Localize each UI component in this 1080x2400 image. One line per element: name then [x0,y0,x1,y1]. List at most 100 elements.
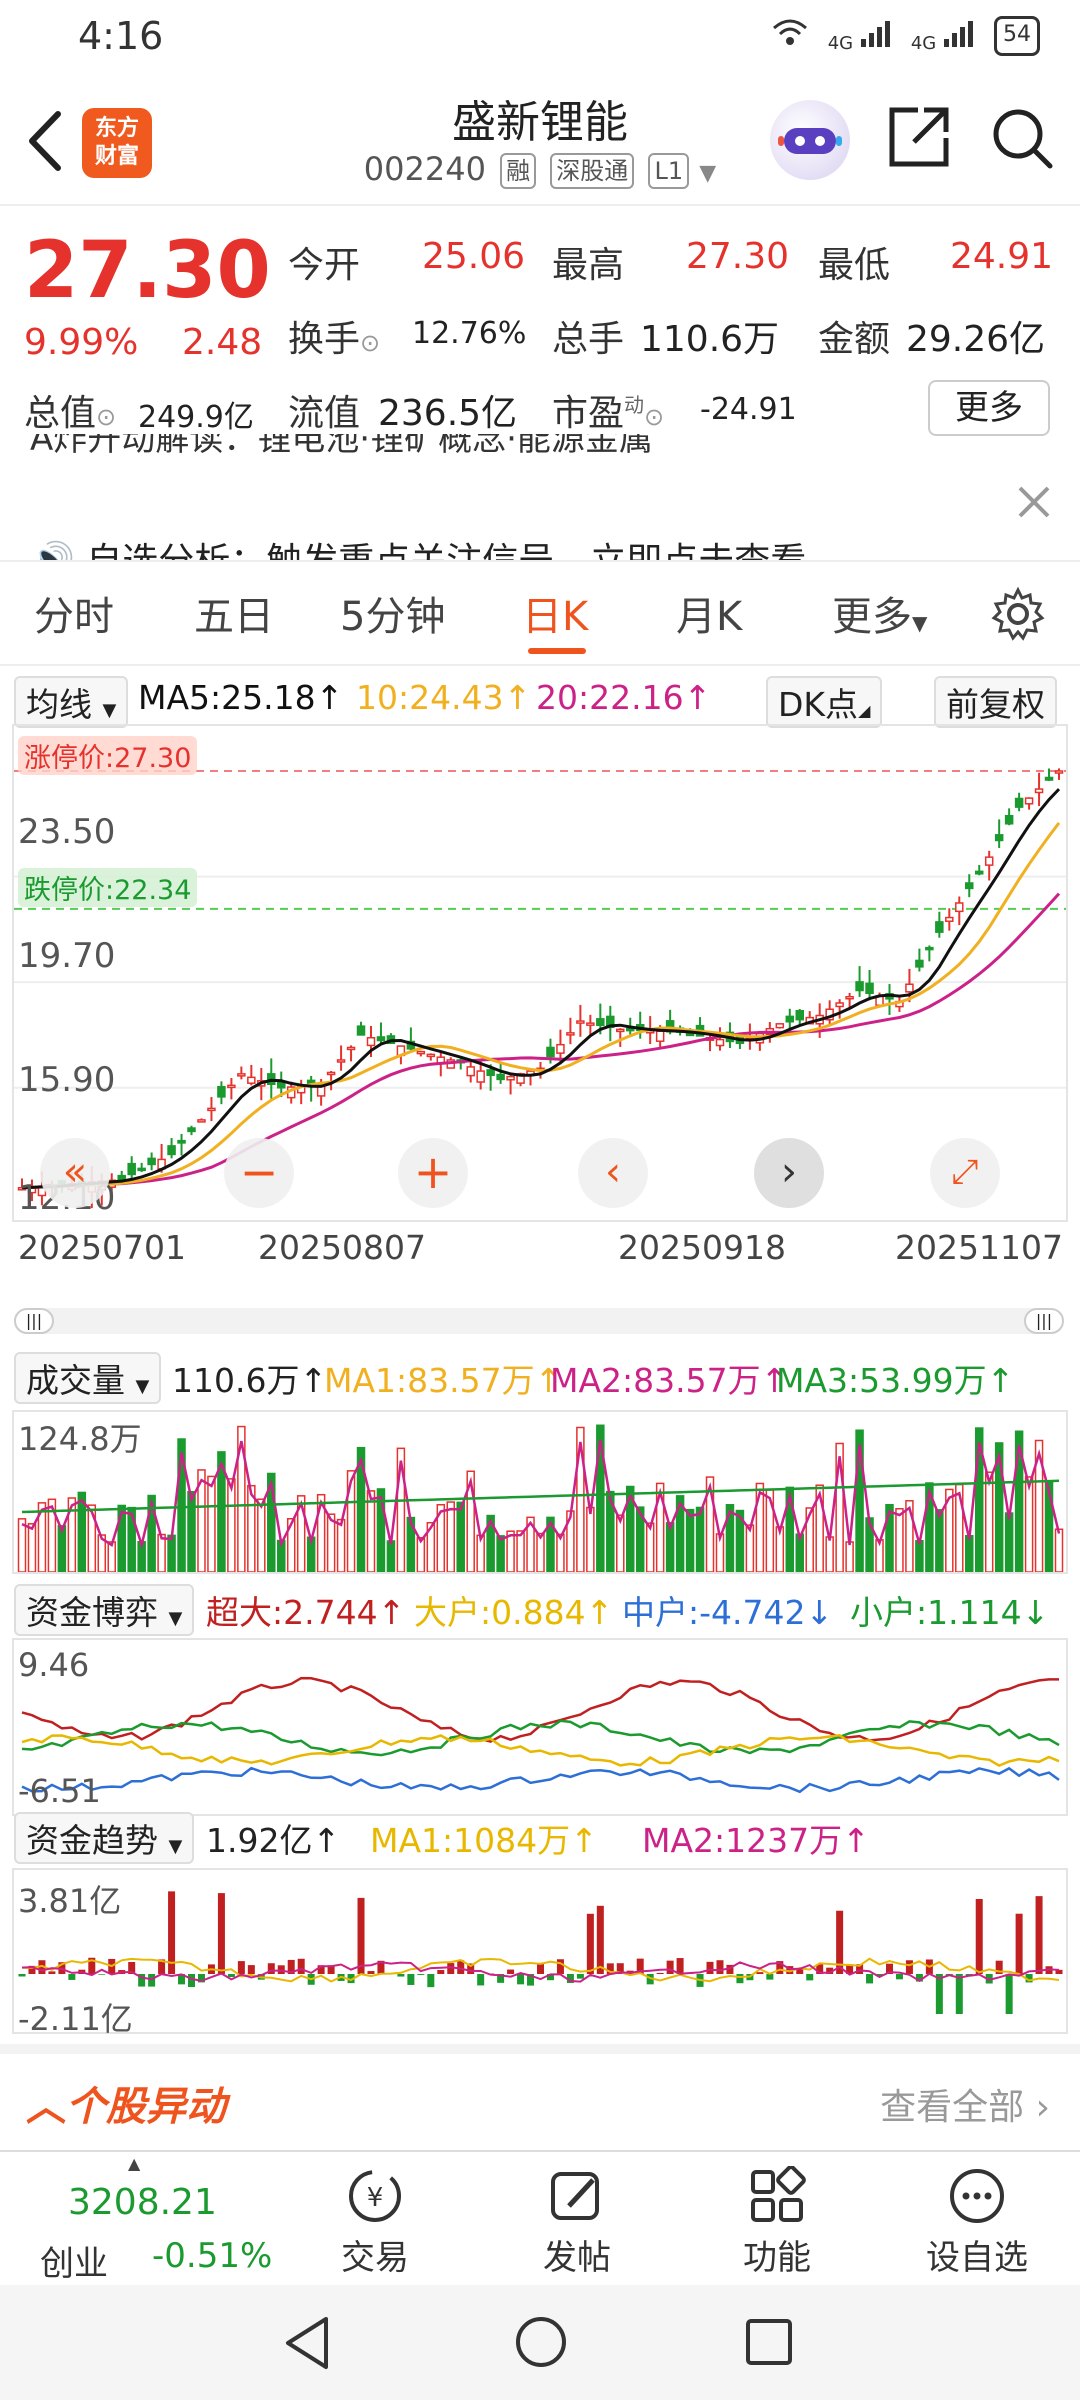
fund-trend-bar [88,1957,96,1974]
view-all-link[interactable]: 查看全部 › [880,2087,1050,2128]
volume-bar [67,1497,77,1572]
change-amount: 2.48 [182,322,263,363]
volume-bar [496,1535,505,1572]
scroll-left-icon[interactable]: ‹ [578,1138,648,1208]
volume-bar [17,1518,27,1572]
assistant-avatar-icon[interactable] [770,100,850,180]
fund-trend-ma1: MA1:1084万↑ [370,1821,598,1860]
candle [566,1017,575,1045]
tab-daily-k[interactable]: 日K [522,594,589,640]
fullscreen-icon[interactable]: ⤢ [930,1138,1000,1208]
eastmoney-logo[interactable]: 东方 财富 [82,108,152,178]
candle [197,1118,206,1123]
caret-down-icon[interactable]: ▼ [699,161,717,186]
tab-five-day[interactable]: 五日 [194,594,274,640]
fund-trend-bar [596,1905,604,1974]
info-icon[interactable]: ⊙ [96,403,117,431]
high-label: 最高 [552,245,625,286]
fund-trend-bar [377,1960,385,1974]
info-icon[interactable]: ⊙ [644,403,665,431]
volume-bar [217,1451,226,1572]
chart-range-scrollbar[interactable]: ||| ||| [14,1308,1064,1334]
fund-trend-bar [885,1963,893,1974]
volume-bar [296,1495,306,1572]
fund-trend-bar [497,1974,505,1983]
fund-game-select[interactable]: 资金博弈 ▼ [14,1584,195,1636]
nav-back-icon[interactable] [282,2315,332,2375]
adjust-button[interactable]: 前复权 [934,676,1057,728]
abnormal-section[interactable]: ︿个股异动 查看全部 › [0,2044,1080,2140]
fund-trend-bar [457,1960,465,1974]
candle [865,969,874,1001]
vol-ma1: MA1:83.57万↑ [324,1361,563,1400]
fund-trend-bar [327,1965,335,1974]
fund-trend-bar [646,1974,654,1985]
level-tag[interactable]: L1 [648,153,690,189]
fund-trend-select[interactable]: 资金趋势 ▼ [14,1812,195,1864]
ma-select[interactable]: 均线 ▼ [14,676,129,728]
notice-line-2[interactable]: 🔊 自选分析：触发重点关注信号，立即点击查看 [30,536,1030,560]
candle [945,908,954,931]
tab-monthly-k[interactable]: 月K [676,594,743,640]
zoom-in-icon[interactable]: + [398,1138,468,1208]
volume-chart[interactable]: 124.8万 [12,1410,1068,1574]
limit-up-label: 涨停价:27.30 [18,736,198,775]
share-icon[interactable] [884,104,952,176]
candle [576,1004,585,1037]
search-icon[interactable] [988,104,1056,176]
high-value: 27.30 [686,236,790,277]
close-icon[interactable] [1016,484,1052,524]
nav-trade[interactable]: ¥ 交易 [310,2166,440,2279]
candle [237,1066,246,1080]
scroll-left-fast-icon[interactable]: « [40,1138,110,1208]
dk-point-button[interactable]: DK点◢ [766,676,883,728]
nav-functions[interactable]: 功能 [712,2165,842,2279]
zoom-out-icon[interactable]: − [224,1138,294,1208]
notice-area: A炸开动解读：锂电池·锂矿概念·能源金属 🔊 自选分析：触发重点关注信号，立即点… [0,434,1080,560]
fund-trend-bar [985,1974,993,1984]
fund-game-chart[interactable]: 9.46 -6.51 [12,1638,1068,1816]
volume-bar [237,1425,246,1572]
candle [1024,797,1034,810]
tab-5min[interactable]: 5分钟 [340,594,446,640]
volume-bar [47,1498,57,1572]
settings-gear-icon[interactable] [990,586,1046,646]
fund-trend-bar [816,1964,824,1974]
nav-recents-icon[interactable] [744,2317,794,2371]
candle [1034,772,1044,807]
volume-bar [366,1490,376,1572]
back-icon[interactable] [22,108,68,178]
fund-trend-bar [576,1974,584,1979]
tab-more[interactable]: 更多▼ [832,594,928,640]
kline-chart[interactable]: 涨停价:27.30 跌停价:22.34 23.50 19.70 15.90 12… [12,724,1068,1222]
volume-bar [905,1500,914,1572]
vol-ma2-line [21,1439,1061,1550]
amount-label: 金额 [818,319,891,360]
more-button[interactable]: 更多 [928,380,1050,436]
chevron-up-icon[interactable]: ︿ [26,2084,66,2130]
volume-bar [735,1509,745,1572]
volume-bar [675,1495,685,1572]
candle [1054,768,1064,780]
index-ticker[interactable]: ▲ 3208.21 创业 -0.51% [20,2154,280,2284]
super-large-line [21,1676,1059,1743]
range-handle-left[interactable]: ||| [14,1308,54,1334]
chevron-right-icon: › [1035,2087,1050,2128]
notice-line-1[interactable]: A炸开动解读：锂电池·锂矿概念·能源金属 [30,434,653,459]
tab-intraday[interactable]: 分时 [34,594,114,640]
fund-trend-chart[interactable]: 3.81亿 -2.11亿 [12,1868,1068,2038]
info-icon[interactable]: ⊙ [360,329,381,357]
scroll-right-icon[interactable]: › [754,1138,824,1208]
fund-trend-bar [666,1960,674,1974]
volume-bar [1034,1439,1044,1572]
nav-post[interactable]: 发帖 [512,2166,642,2279]
trend-ma1-line [21,1957,1060,1983]
nav-home-icon[interactable] [514,2315,568,2373]
candle [187,1125,196,1136]
current-price: 27.30 [24,226,271,316]
range-handle-right[interactable]: ||| [1024,1308,1064,1334]
fund-trend-bar [546,1974,554,1981]
volume-select[interactable]: 成交量 ▼ [14,1352,162,1404]
fund-trend-bar [616,1963,624,1974]
nav-add-watchlist[interactable]: 设自选 [912,2166,1042,2279]
